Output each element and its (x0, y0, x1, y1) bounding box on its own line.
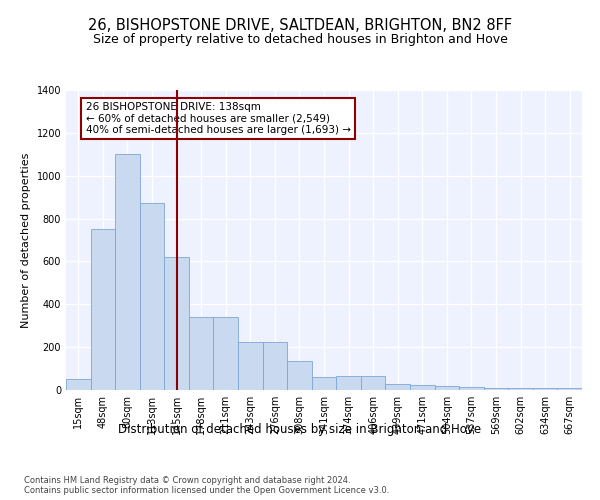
Text: 26, BISHOPSTONE DRIVE, SALTDEAN, BRIGHTON, BN2 8FF: 26, BISHOPSTONE DRIVE, SALTDEAN, BRIGHTO… (88, 18, 512, 32)
Bar (287, 361, 312, 390)
Y-axis label: Number of detached properties: Number of detached properties (21, 152, 31, 328)
Bar (508, 388, 533, 390)
Bar (484, 388, 508, 390)
Bar (189, 317, 214, 390)
Bar (164, 257, 189, 390)
Bar (214, 317, 238, 390)
Text: Distribution of detached houses by size in Brighton and Hove: Distribution of detached houses by size … (118, 422, 482, 436)
Text: Contains HM Land Registry data © Crown copyright and database right 2024.
Contai: Contains HM Land Registry data © Crown c… (24, 476, 389, 495)
Bar (459, 387, 484, 390)
Bar (238, 342, 263, 390)
Bar (115, 154, 140, 390)
Bar (557, 388, 582, 390)
Bar (263, 342, 287, 390)
Text: 26 BISHOPSTONE DRIVE: 138sqm
← 60% of detached houses are smaller (2,549)
40% of: 26 BISHOPSTONE DRIVE: 138sqm ← 60% of de… (86, 102, 350, 135)
Bar (361, 376, 385, 390)
Bar (66, 380, 91, 390)
Bar (385, 384, 410, 390)
Text: Size of property relative to detached houses in Brighton and Hove: Size of property relative to detached ho… (92, 32, 508, 46)
Bar (312, 377, 336, 390)
Bar (336, 376, 361, 390)
Bar (410, 384, 434, 390)
Bar (533, 388, 557, 390)
Bar (434, 386, 459, 390)
Bar (91, 230, 115, 390)
Bar (140, 202, 164, 390)
